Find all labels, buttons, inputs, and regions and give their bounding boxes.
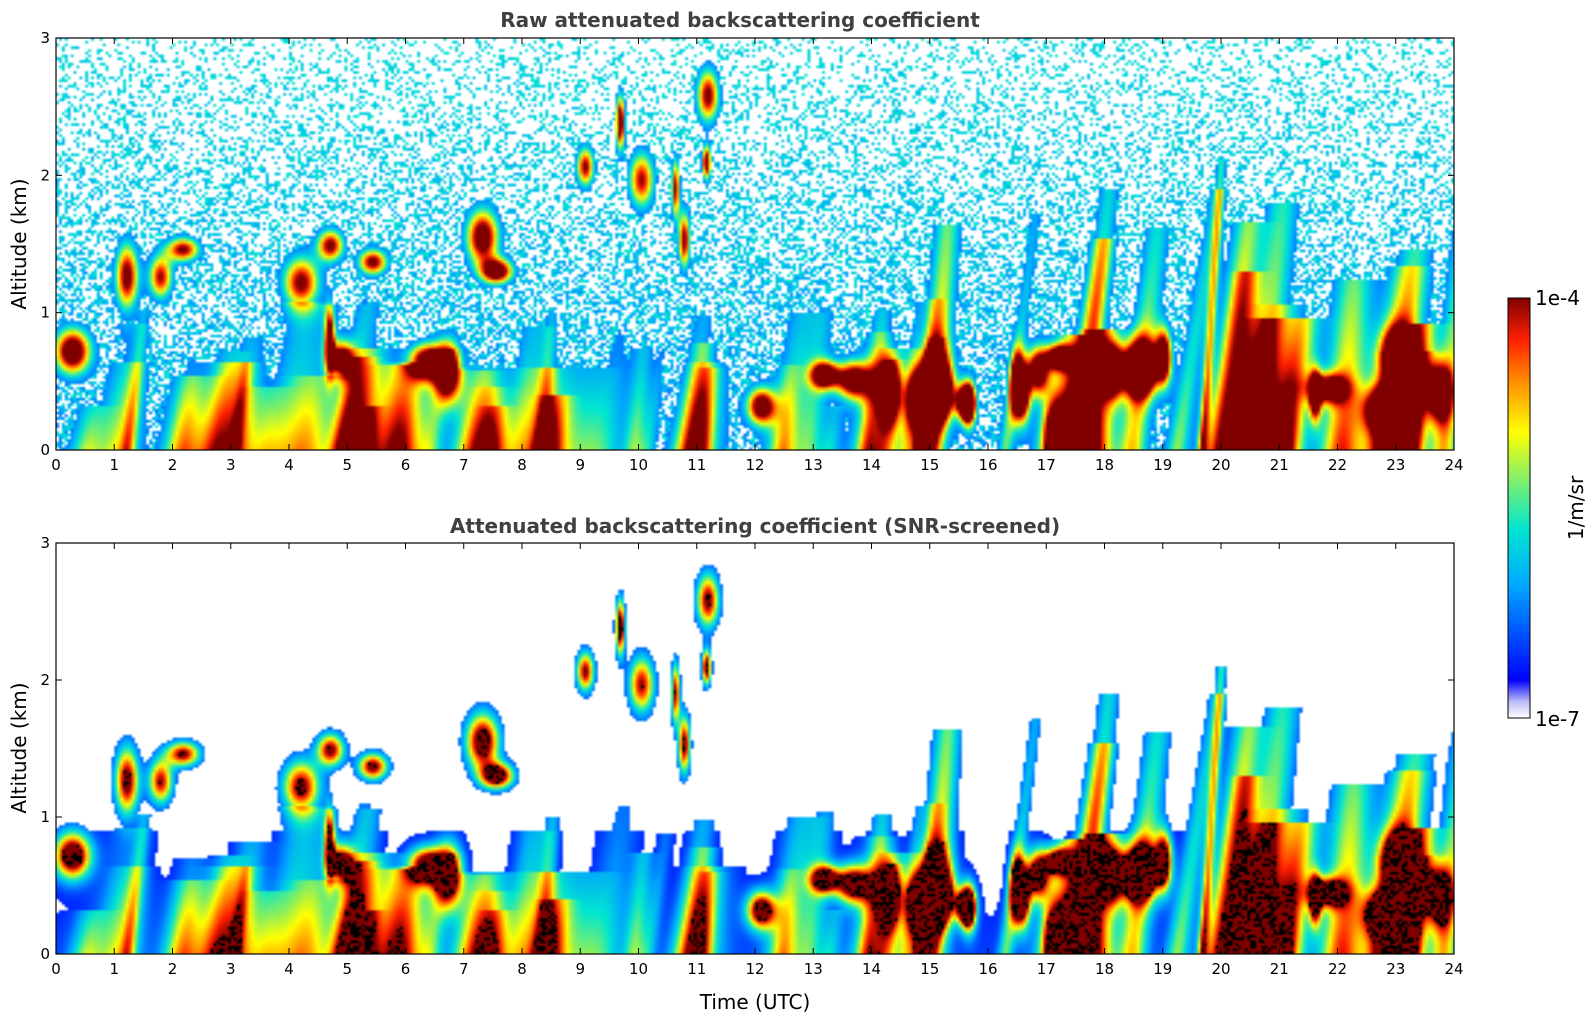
- x-tick-label: 4: [284, 456, 294, 474]
- x-tick-label: 2: [168, 456, 178, 474]
- x-tick-label: 24: [1444, 960, 1463, 978]
- panel-screened-xlabel: Time (UTC): [699, 990, 811, 1014]
- x-tick-label: 3: [226, 960, 236, 978]
- x-tick-label: 7: [459, 456, 469, 474]
- x-tick-label: 23: [1386, 456, 1405, 474]
- y-tick-label: 0: [40, 441, 50, 459]
- x-tick-label: 21: [1270, 960, 1289, 978]
- x-tick-label: 14: [862, 456, 881, 474]
- x-tick-label: 21: [1270, 456, 1289, 474]
- x-tick-label: 15: [920, 960, 939, 978]
- panel-raw: Raw attenuated backscattering coefficien…: [7, 8, 1464, 474]
- panel-screened-title: Attenuated backscattering coefficient (S…: [450, 514, 1060, 538]
- x-tick-label: 16: [978, 960, 997, 978]
- x-tick-label: 17: [1037, 960, 1056, 978]
- x-tick-label: 2: [168, 960, 178, 978]
- panel-screened: Attenuated backscattering coefficient (S…: [7, 514, 1464, 1014]
- panel-raw-title: Raw attenuated backscattering coefficien…: [500, 8, 980, 32]
- y-tick-label: 2: [40, 671, 50, 689]
- x-tick-label: 18: [1095, 960, 1114, 978]
- colorbar-gradient: [1507, 297, 1531, 719]
- y-tick-label: 3: [40, 534, 50, 552]
- x-tick-label: 14: [862, 960, 881, 978]
- colorbar-max-label: 1e-4: [1535, 286, 1580, 310]
- x-tick-label: 0: [51, 456, 61, 474]
- panel-raw-ylabel: Altitude (km): [7, 178, 31, 309]
- panel-screened-ylabel: Altitude (km): [7, 682, 31, 813]
- x-tick-label: 7: [459, 960, 469, 978]
- panel-raw-x-ticks: 0 1 2 3 4 5 6 7 8 9 10 11 12 13 14 15 16 17 18 19 20 21 22 23 24: [51, 38, 1464, 474]
- x-tick-label: 0: [51, 960, 61, 978]
- x-tick-label: 15: [920, 456, 939, 474]
- panel-screened-y-ticks: 0 1 2 3: [40, 534, 1454, 963]
- x-tick-label: 10: [629, 960, 648, 978]
- x-tick-label: 22: [1328, 456, 1347, 474]
- x-tick-label: 8: [517, 456, 527, 474]
- x-tick-label: 13: [804, 960, 823, 978]
- x-tick-label: 1: [109, 456, 119, 474]
- colorbar-min-label: 1e-7: [1535, 707, 1580, 731]
- x-tick-label: 13: [804, 456, 823, 474]
- x-tick-label: 6: [401, 456, 411, 474]
- colorbar-label: 1/m/sr: [1564, 475, 1588, 540]
- x-tick-label: 11: [687, 960, 706, 978]
- x-tick-label: 9: [575, 456, 585, 474]
- panel-screened-x-ticks: 0 1 2 3 4 5 6 7 8 9 10 11 12 13 14 15 16 17 18 19 20 21 22 23 24: [51, 543, 1464, 978]
- x-tick-label: 8: [517, 960, 527, 978]
- x-tick-label: 20: [1211, 456, 1230, 474]
- x-tick-label: 17: [1037, 456, 1056, 474]
- x-tick-label: 16: [978, 456, 997, 474]
- x-tick-label: 24: [1444, 456, 1463, 474]
- x-tick-label: 18: [1095, 456, 1114, 474]
- x-tick-label: 11: [687, 456, 706, 474]
- x-tick-label: 4: [284, 960, 294, 978]
- panel-raw-heatmap: [56, 38, 1454, 450]
- x-tick-label: 19: [1153, 456, 1172, 474]
- x-tick-label: 19: [1153, 960, 1172, 978]
- panel-screened-heatmap: [56, 543, 1454, 954]
- y-tick-label: 1: [40, 808, 50, 826]
- y-tick-label: 3: [40, 29, 50, 47]
- x-tick-label: 6: [401, 960, 411, 978]
- x-tick-label: 5: [342, 456, 352, 474]
- y-tick-label: 0: [40, 945, 50, 963]
- x-tick-label: 3: [226, 456, 236, 474]
- x-tick-label: 10: [629, 456, 648, 474]
- x-tick-label: 22: [1328, 960, 1347, 978]
- x-tick-label: 5: [342, 960, 352, 978]
- y-tick-label: 1: [40, 304, 50, 322]
- x-tick-label: 12: [745, 960, 764, 978]
- colorbar: 1e-4 1e-7 1/m/sr: [1507, 286, 1588, 731]
- x-tick-label: 12: [745, 456, 764, 474]
- x-tick-label: 20: [1211, 960, 1230, 978]
- x-tick-label: 9: [575, 960, 585, 978]
- panel-raw-y-ticks: 0 1 2 3: [40, 29, 1454, 459]
- y-tick-label: 2: [40, 166, 50, 184]
- x-tick-label: 23: [1386, 960, 1405, 978]
- x-tick-label: 1: [109, 960, 119, 978]
